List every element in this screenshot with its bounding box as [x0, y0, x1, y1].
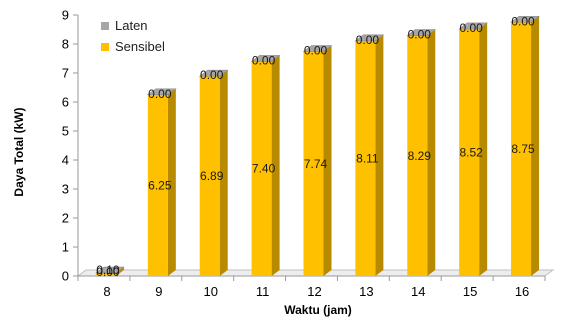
data-label-sensibel: 6.89 — [200, 169, 224, 183]
x-tick-label: 15 — [463, 284, 477, 299]
y-tick-label: 9 — [62, 8, 69, 23]
x-tick-label: 8 — [103, 284, 110, 299]
data-label-laten: 0.00 — [148, 87, 172, 101]
x-tick-label: 11 — [256, 284, 270, 299]
y-tick-label: 2 — [62, 211, 69, 226]
y-tick-label: 7 — [62, 66, 69, 81]
y-axis-title: Daya Total (kW) — [12, 107, 26, 196]
data-label-laten: 0.00 — [252, 53, 276, 67]
data-label-laten: 0.00 — [356, 33, 380, 47]
y-tick-label: 0 — [62, 269, 69, 284]
legend-swatch — [101, 22, 109, 30]
data-label-laten: 0.00 — [304, 44, 328, 58]
x-axis-title: Waktu (jam) — [284, 303, 352, 317]
legend-label: Sensibel — [115, 39, 165, 54]
x-tick-label: 10 — [203, 284, 217, 299]
x-tick-label: 13 — [359, 284, 373, 299]
data-label-sensibel: 8.75 — [511, 142, 535, 156]
data-label-sensibel: 8.11 — [356, 151, 379, 165]
data-label-sensibel: 7.74 — [304, 157, 328, 171]
x-tick-label: 12 — [307, 284, 321, 299]
data-label-sensibel: 8.52 — [459, 145, 483, 159]
data-label-laten: 0.00 — [408, 28, 432, 42]
legend: Laten Sensibel — [101, 18, 165, 54]
y-tick-label: 1 — [62, 240, 69, 255]
data-label-laten: 0.00 — [459, 21, 483, 35]
data-label-laten: 0.00 — [200, 68, 224, 82]
y-tick-label: 4 — [62, 153, 69, 168]
data-label-sensibel: 8.29 — [408, 149, 432, 163]
y-tick-label: 5 — [62, 124, 69, 139]
data-label-sensibel: 7.40 — [252, 162, 276, 176]
y-tick-label: 3 — [62, 182, 69, 197]
x-tick-label: 14 — [411, 284, 425, 299]
legend-swatch — [101, 43, 109, 51]
y-tick-label: 8 — [62, 37, 69, 52]
legend-label: Laten — [115, 18, 148, 33]
data-label-laten: 0.00 — [511, 14, 535, 28]
data-label-sensibel: 0.10 — [96, 263, 120, 277]
x-tick-label: 9 — [155, 284, 162, 299]
y-tick-label: 6 — [62, 95, 69, 110]
x-tick-label: 16 — [515, 284, 529, 299]
data-label-sensibel: 6.25 — [148, 178, 172, 192]
